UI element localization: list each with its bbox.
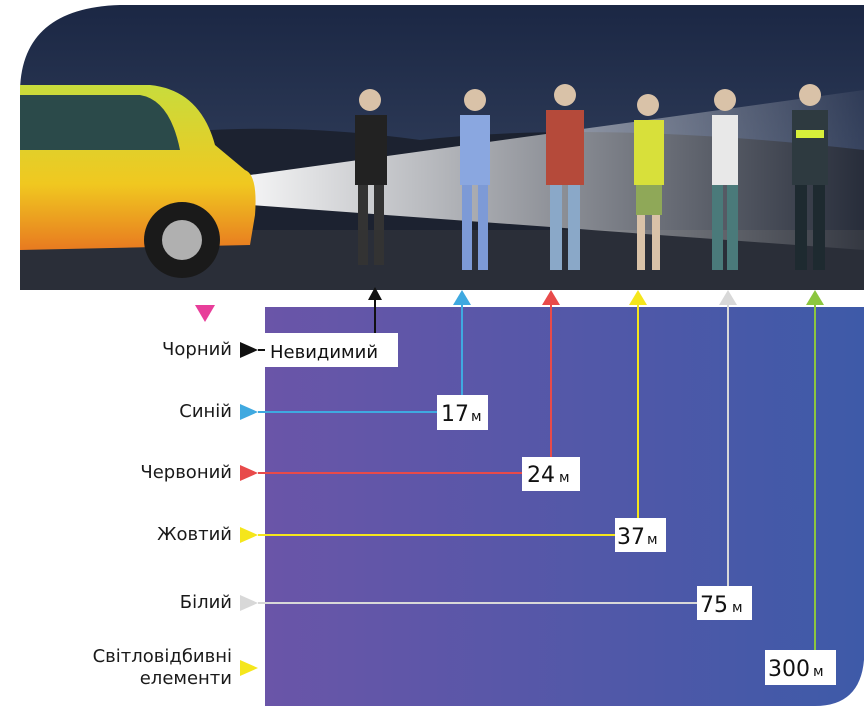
value-unit: м	[471, 409, 482, 425]
value-unit: м	[559, 470, 570, 486]
arrow	[806, 290, 824, 305]
value-text: Невидимий	[270, 342, 378, 363]
value-number: 24	[527, 463, 555, 488]
value-number: 17	[441, 402, 469, 427]
arrow	[240, 595, 258, 611]
car-marker	[195, 305, 215, 322]
value-number: 75	[700, 593, 728, 618]
row-label: Синій	[62, 401, 232, 423]
arrow	[240, 527, 258, 543]
arrow	[453, 290, 471, 305]
value-number: 37	[617, 525, 645, 550]
value-unit: м	[647, 532, 658, 548]
page: {"rows": [ {"label": "Чорний", "value": …	[0, 0, 864, 706]
row-label: Білий	[62, 592, 232, 614]
car-window	[20, 95, 180, 150]
value-number: 300	[768, 657, 810, 682]
row-label: Жовтий	[62, 524, 232, 546]
arrow	[240, 465, 258, 481]
arrow	[240, 660, 258, 676]
arrow	[240, 342, 258, 358]
row-label: Чорний	[62, 339, 232, 361]
arrow	[629, 290, 647, 305]
row-label: Червоний	[62, 462, 232, 484]
arrow	[240, 404, 258, 420]
car-hubcap	[162, 220, 202, 260]
row-label: Світловідбивні елементи	[92, 646, 232, 690]
value-unit: м	[732, 600, 743, 616]
arrow	[719, 290, 737, 305]
arrow	[542, 290, 560, 305]
value-unit: м	[813, 664, 824, 680]
